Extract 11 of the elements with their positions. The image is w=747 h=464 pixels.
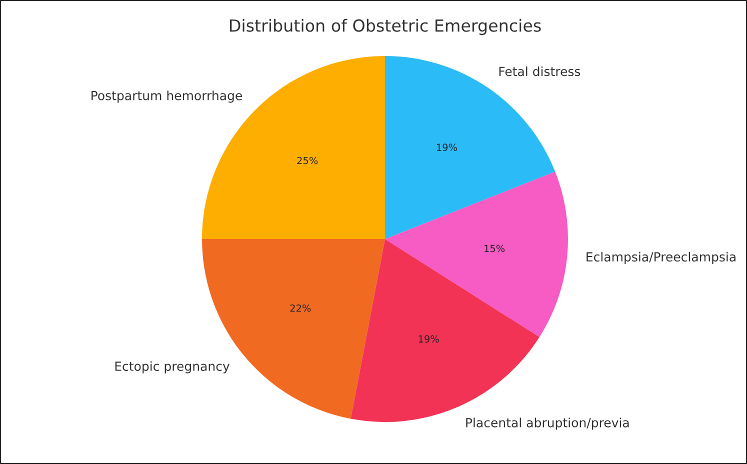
chart-title: Distribution of Obstetric Emergencies bbox=[230, 18, 541, 36]
data-label: 22% bbox=[290, 304, 311, 312]
data-label: 15% bbox=[484, 244, 505, 252]
slice-label: Postpartum hemorrhage bbox=[92, 90, 242, 103]
data-label: 19% bbox=[418, 335, 439, 343]
slice-label: Ectopic pregnancy bbox=[115, 361, 230, 374]
slice-label: Fetal distress bbox=[499, 66, 580, 76]
slice-label: Eclampsia/Preeclampsia bbox=[586, 252, 736, 264]
slice-label: Placental abruption/previa bbox=[466, 418, 629, 430]
data-label: 25% bbox=[297, 156, 318, 164]
data-label: 19% bbox=[436, 144, 457, 152]
